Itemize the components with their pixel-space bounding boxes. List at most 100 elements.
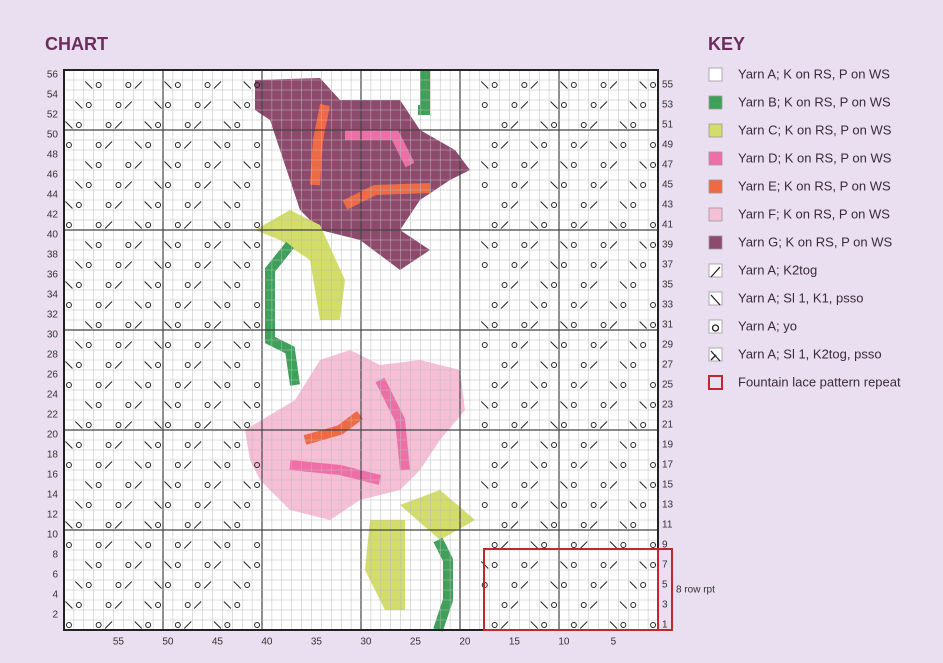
yo (650, 622, 657, 628)
k2tog (203, 181, 212, 189)
yo (75, 362, 82, 368)
yo (630, 522, 637, 528)
k2tog (193, 281, 202, 289)
yo (234, 282, 241, 288)
ssk (540, 441, 549, 449)
ssk (154, 421, 162, 429)
ssk (74, 341, 83, 349)
yo (570, 322, 577, 328)
ssk (530, 461, 539, 469)
ssk (65, 201, 73, 209)
k2tog (183, 461, 192, 469)
yo (650, 302, 657, 308)
key-label: Yarn D; K on RS, P on WS (738, 150, 892, 165)
k2tog (609, 321, 618, 329)
yo (224, 142, 231, 148)
key-label: Yarn B; K on RS, P on WS (738, 94, 891, 109)
yo (244, 342, 251, 348)
k2tog (193, 201, 202, 209)
ssk (609, 301, 618, 309)
yo (501, 442, 508, 448)
yo (125, 242, 132, 248)
ssk (134, 381, 143, 389)
yo (501, 282, 508, 288)
k2tog-icon (710, 266, 721, 278)
k2tog (510, 601, 519, 609)
chart-border (63, 69, 659, 631)
ssk (233, 421, 242, 429)
yo (65, 142, 72, 148)
yo (580, 362, 587, 368)
ssk (550, 341, 558, 349)
k2tog (510, 121, 519, 129)
ssk (164, 401, 172, 409)
yo (115, 422, 122, 428)
yo (155, 282, 162, 288)
key-label: Yarn A; K on RS, P on WS (738, 66, 890, 81)
yo (560, 102, 567, 108)
yo (224, 462, 231, 468)
yo (65, 382, 72, 388)
yo (481, 502, 488, 508)
yo (254, 382, 261, 388)
yo (521, 162, 528, 168)
yo (224, 542, 231, 548)
yo (204, 162, 211, 168)
k2tog (104, 621, 113, 629)
ssk (480, 241, 489, 249)
k2tog (104, 541, 113, 549)
yo (164, 182, 171, 188)
yo (600, 562, 607, 568)
yo (105, 362, 112, 368)
k2tog (500, 301, 509, 309)
k2tog (134, 561, 143, 569)
ssk (134, 621, 143, 629)
yo (254, 82, 261, 88)
chart-title: CHART (45, 34, 108, 54)
yo (650, 462, 657, 468)
column-label: 30 (360, 637, 372, 648)
ssk (223, 281, 232, 289)
ssk (134, 461, 143, 469)
yo (95, 142, 102, 148)
yo (541, 622, 548, 628)
ssk (223, 601, 232, 609)
yo (590, 102, 597, 108)
yo (620, 142, 627, 148)
k2tog (589, 601, 598, 609)
yo (155, 202, 162, 208)
k2tog (599, 581, 608, 589)
yo (580, 282, 587, 288)
yo (194, 262, 201, 268)
yo (174, 222, 181, 228)
repeat-rect (483, 548, 659, 631)
ssk (154, 181, 162, 189)
ssk (550, 181, 558, 189)
ssk (233, 101, 242, 109)
yo (630, 202, 637, 208)
k2tog (114, 281, 123, 289)
row-label: 20 (47, 430, 59, 441)
yo (204, 82, 211, 88)
yo (65, 622, 72, 628)
ssk (629, 261, 638, 269)
yo (650, 562, 657, 568)
k2tog (213, 241, 222, 249)
row-label: 31 (662, 320, 674, 331)
k2tog (520, 421, 529, 429)
yo (145, 222, 152, 228)
yo (630, 362, 637, 368)
k2tog (500, 621, 509, 629)
yo (570, 542, 577, 548)
row-label: 6 (52, 570, 58, 581)
key-swatch (708, 347, 723, 362)
yo (125, 162, 132, 168)
ssk (609, 541, 618, 549)
yo (491, 622, 498, 628)
row-label: 56 (47, 70, 59, 81)
ssk (243, 401, 252, 409)
row-label: 50 (47, 130, 59, 141)
yo (254, 462, 261, 468)
yo (95, 402, 102, 408)
yo (105, 202, 112, 208)
